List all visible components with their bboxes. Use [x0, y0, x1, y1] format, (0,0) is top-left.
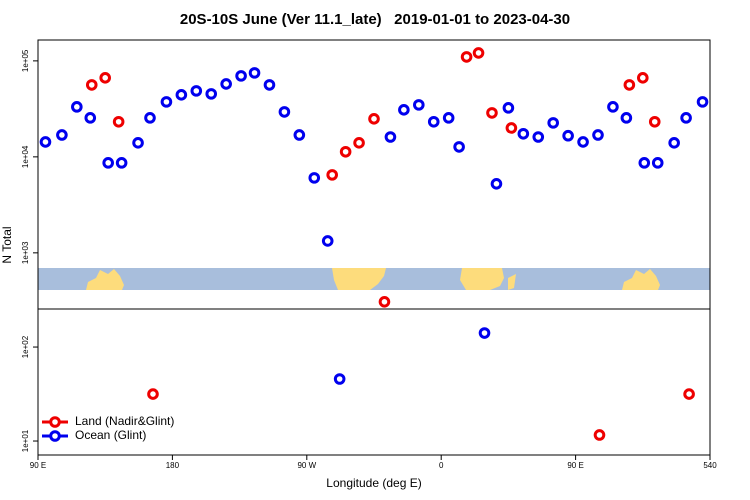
point: [620, 112, 633, 124]
point: [190, 85, 203, 97]
point: [84, 112, 97, 124]
land: [622, 269, 660, 290]
point: [680, 112, 692, 124]
point: [368, 113, 380, 125]
point: [637, 72, 649, 84]
land: [460, 268, 504, 290]
point: [293, 129, 306, 141]
legend-marker: [49, 416, 61, 428]
point: [384, 131, 397, 143]
point: [248, 67, 261, 79]
point: [321, 235, 334, 247]
point: [278, 106, 291, 118]
y-axis-label: N Total: [0, 226, 14, 263]
point: [102, 157, 114, 169]
point: [378, 296, 391, 308]
point: [442, 112, 455, 124]
point: [472, 47, 485, 59]
point: [593, 429, 606, 441]
point: [623, 79, 636, 91]
map-strip: [38, 268, 710, 290]
point: [160, 96, 173, 108]
point: [339, 145, 352, 158]
point: [326, 169, 338, 181]
y-tick-label: 1e+05: [21, 49, 30, 72]
legend-label: Land (Nadir&Glint): [75, 414, 174, 428]
point: [505, 122, 518, 134]
x-tick-label: 90 W: [297, 461, 316, 470]
point: [651, 157, 664, 169]
point: [502, 102, 515, 114]
point: [71, 101, 83, 113]
point: [517, 127, 530, 140]
point: [460, 51, 473, 63]
point: [577, 136, 589, 148]
point: [562, 129, 574, 142]
plot-frame: [37, 39, 711, 456]
chart-title: 20S-10S June (Ver 11.1_late) 2019-01-01 …: [180, 11, 570, 28]
x-tick-label: 0: [439, 461, 444, 470]
land: [332, 268, 386, 290]
point: [607, 101, 619, 113]
y-tick-label: 1e+04: [21, 145, 30, 168]
point: [56, 129, 68, 141]
point: [147, 388, 159, 400]
point: [353, 137, 365, 149]
point: [486, 107, 498, 119]
x-tick-label: 540: [703, 461, 717, 470]
point: [132, 137, 144, 149]
point: [205, 88, 218, 100]
land: [508, 274, 516, 290]
point: [99, 72, 111, 84]
point: [39, 136, 52, 148]
y-tick-label: 1e+01: [21, 429, 30, 452]
point: [308, 172, 321, 184]
point: [144, 112, 156, 124]
point: [490, 178, 503, 190]
point: [235, 70, 247, 82]
point: [175, 89, 188, 101]
x-tick-label: 90 E: [30, 461, 46, 470]
point: [668, 137, 680, 149]
x-tick-label: 90 E: [567, 461, 583, 470]
land: [86, 269, 124, 290]
point: [112, 115, 125, 128]
point: [333, 373, 346, 385]
point: [696, 96, 709, 108]
y-tick-label: 1e+02: [21, 335, 30, 358]
point: [638, 157, 651, 169]
y-tick-label: 1e+03: [21, 241, 30, 264]
point: [85, 79, 98, 91]
point: [398, 104, 410, 116]
point: [478, 327, 491, 339]
point: [532, 131, 545, 143]
x-tick-label: 180: [166, 461, 180, 470]
point: [263, 79, 276, 91]
point: [453, 141, 465, 153]
legend-marker: [49, 430, 61, 442]
point: [592, 129, 604, 141]
point: [413, 99, 425, 111]
point: [547, 117, 560, 129]
point: [220, 78, 232, 90]
point: [427, 115, 440, 128]
x-axis-label: Longitude (deg E): [326, 476, 421, 490]
point: [648, 115, 661, 128]
legend-label: Ocean (Glint): [75, 428, 146, 442]
point: [115, 157, 128, 169]
point: [683, 388, 695, 400]
